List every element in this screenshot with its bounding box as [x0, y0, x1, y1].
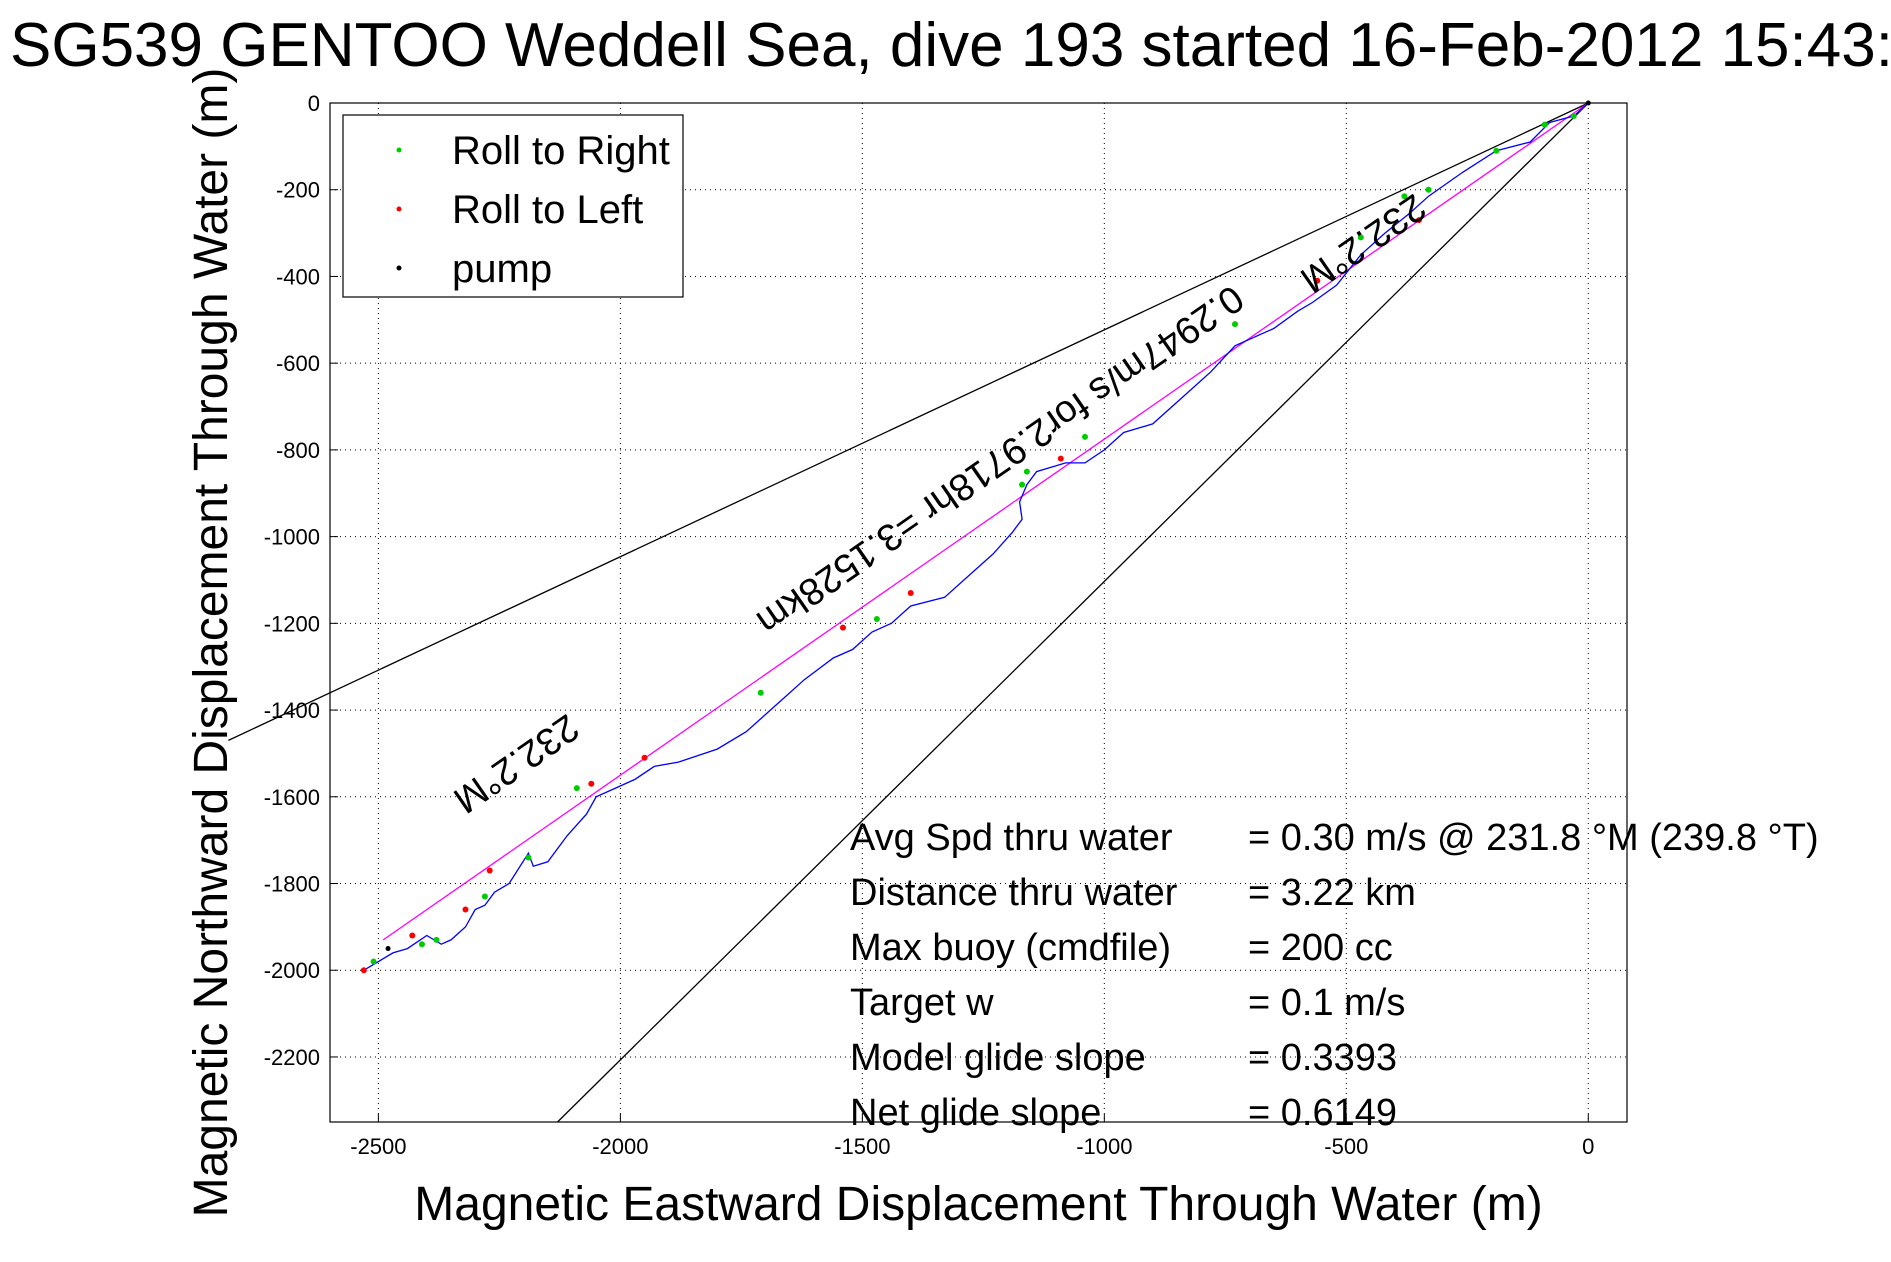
y-tick-label: -200	[276, 178, 320, 203]
y-tick-label: -1200	[264, 611, 320, 636]
series-track	[363, 102, 1589, 971]
annotation-1: 0.2947m/s for2.9718hr =3.1528km	[749, 277, 1251, 643]
stat-value: = 3.22 km	[1248, 872, 1416, 914]
x-tick-label: -2500	[350, 1134, 406, 1159]
legend: Roll to Right Roll to Left pump	[342, 114, 684, 298]
y-tick-label: -1600	[264, 785, 320, 810]
roll-right-point	[525, 854, 532, 861]
y-tick-label: -2000	[264, 958, 320, 983]
legend-marker	[396, 147, 402, 153]
roll-right-point	[573, 785, 580, 792]
heading-line	[382, 102, 1589, 941]
roll-right-point	[370, 958, 377, 965]
roll-points	[360, 100, 1591, 974]
pump-point	[385, 946, 391, 952]
roll-right-point	[433, 936, 440, 943]
roll-right-point	[1401, 193, 1408, 200]
legend-label: pump	[452, 247, 552, 291]
legend-label: Roll to Left	[452, 188, 643, 232]
y-tick-label: -800	[276, 438, 320, 463]
roll-left-point	[588, 780, 595, 787]
annotation-2: 232.2°M	[446, 705, 587, 820]
stat-label: Distance thru water	[850, 872, 1178, 914]
roll-right-point	[1425, 186, 1432, 193]
roll-left-point	[907, 589, 914, 596]
roll-left-point	[1057, 455, 1064, 462]
x-tick-label: 0	[1582, 1134, 1594, 1159]
roll-right-point	[1493, 147, 1500, 154]
series-heading	[382, 102, 1589, 941]
x-tick-label: -2000	[592, 1134, 648, 1159]
roll-right-point	[1019, 481, 1026, 488]
x-tick-label: -1500	[834, 1134, 890, 1159]
y-tick-label: -600	[276, 351, 320, 376]
legend-marker	[396, 265, 402, 271]
y-tick-label: -1400	[264, 698, 320, 723]
stats-panel: Avg Spd thru water = 0.30 m/s @ 231.8 °M …	[850, 817, 1819, 1134]
roll-left-point	[360, 967, 367, 974]
y-axis-title: Magnetic Northward Displacement Through …	[185, 68, 238, 1218]
x-axis-title: Magnetic Eastward Displacement Through W…	[414, 1178, 1542, 1231]
roll-left-point	[1314, 277, 1321, 284]
roll-left-point	[462, 906, 469, 913]
stat-value: = 0.30 m/s @ 231.8 °M (239.8 °T)	[1248, 817, 1819, 859]
roll-right-point	[757, 689, 764, 696]
roll-right-point	[418, 941, 425, 948]
stat-label: Model glide slope	[850, 1037, 1146, 1079]
stat-value: = 0.6149	[1248, 1092, 1397, 1134]
roll-left-point	[839, 624, 846, 631]
stat-value: = 0.3393	[1248, 1037, 1397, 1079]
y-tick-label: -400	[276, 264, 320, 289]
stat-label: Net glide slope	[850, 1092, 1101, 1134]
y-tick-label: -1800	[264, 872, 320, 897]
track-line	[363, 102, 1589, 971]
roll-left-point	[1415, 217, 1422, 224]
stat-label: Avg Spd thru water	[850, 817, 1173, 859]
roll-left-point	[641, 754, 648, 761]
stat-label: Max buoy (cmdfile)	[850, 927, 1171, 969]
stat-value: = 200 cc	[1248, 927, 1393, 969]
roll-right-point	[1231, 321, 1238, 328]
roll-left-point	[486, 867, 493, 874]
roll-right-point	[1357, 234, 1364, 241]
roll-right-point	[1023, 468, 1030, 475]
y-tick-label: 0	[308, 91, 320, 116]
series-envelope-north	[228, 102, 1589, 741]
series-envelope-south	[557, 102, 1589, 1123]
x-tick-label: -1000	[1076, 1134, 1132, 1159]
roll-right-point	[481, 893, 488, 900]
roll-right-point	[1570, 113, 1577, 120]
x-tick-label: -500	[1324, 1134, 1368, 1159]
y-tick-label: -2200	[264, 1045, 320, 1070]
envelope-lines	[228, 102, 1589, 1123]
legend-marker	[396, 206, 402, 212]
roll-right-point	[1541, 121, 1548, 128]
tick-labels: -2500 -2000 -1500 -1000 -500 0 0 -200 -400 -600 -8…	[264, 91, 1595, 1159]
roll-right-point	[1081, 433, 1088, 440]
stat-label: Target w	[850, 982, 994, 1024]
legend-label: Roll to Right	[452, 129, 670, 173]
chart-title: SG539 GENTOO Weddell Sea, dive 193 start…	[10, 11, 1891, 80]
grid	[330, 102, 1627, 1122]
plot-frame	[329, 102, 1628, 1123]
stat-value: = 0.1 m/s	[1248, 982, 1405, 1024]
annotation-0: 232.2°M	[1293, 185, 1434, 300]
y-tick-label: -1000	[264, 525, 320, 550]
roll-right-point	[873, 616, 880, 623]
roll-left-point	[409, 932, 416, 939]
